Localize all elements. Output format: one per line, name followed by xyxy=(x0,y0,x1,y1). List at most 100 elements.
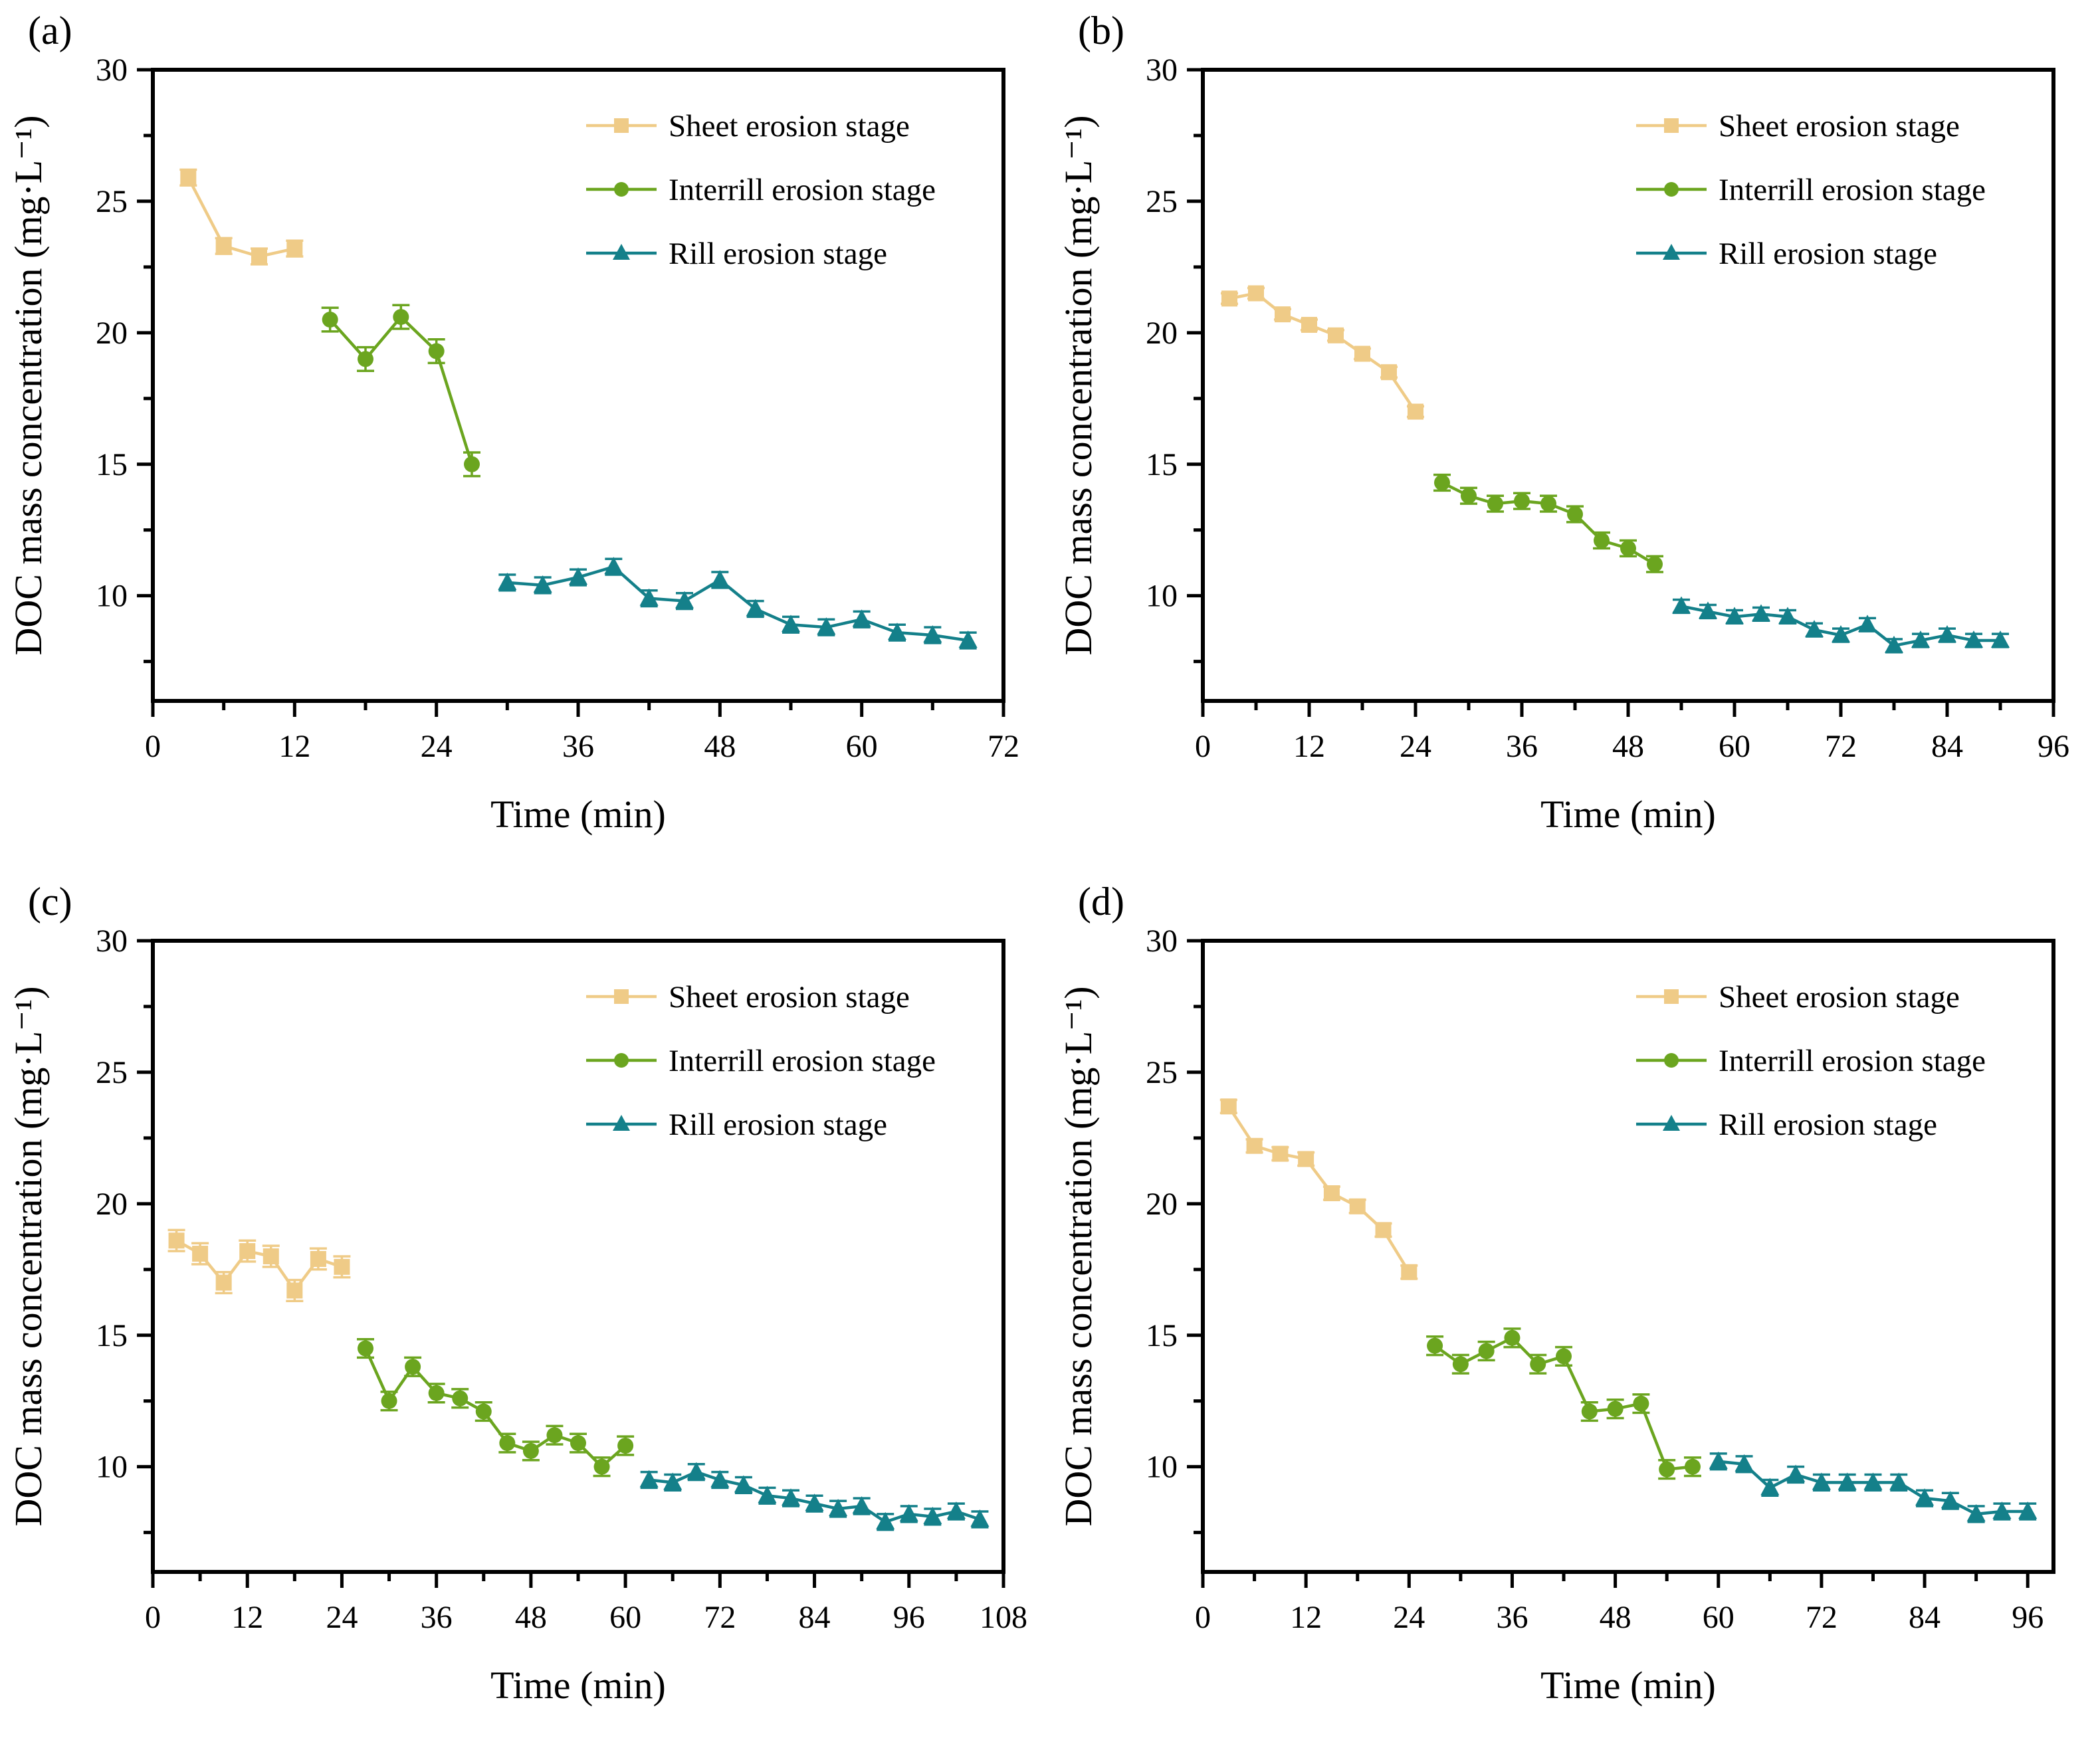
legend-circle-icon xyxy=(614,182,629,197)
x-axis-title: Time (min) xyxy=(490,793,666,836)
legend-square-icon xyxy=(1664,989,1679,1004)
y-tick-label: 20 xyxy=(1146,1187,1178,1222)
legend-a: Sheet erosion stage Interrill erosion sta… xyxy=(586,109,936,271)
y-tick-label: 20 xyxy=(96,1187,128,1222)
x-tick-label: 24 xyxy=(1393,1600,1425,1635)
y-tick-label: 15 xyxy=(1146,447,1178,482)
legend-square-icon xyxy=(614,989,629,1004)
triangle-markers xyxy=(1672,596,2010,653)
x-tick-label: 12 xyxy=(231,1600,263,1635)
series-rill-c xyxy=(639,1462,990,1531)
legend-label: Sheet erosion stage xyxy=(669,980,910,1015)
y-tick-label: 30 xyxy=(1146,923,1178,959)
panel-b-label: (b) xyxy=(1078,9,1124,52)
y-axis-title: DOC mass concentration (mg·L⁻¹) xyxy=(1057,986,1100,1526)
x-tick-label: 36 xyxy=(421,1600,453,1635)
series-line xyxy=(328,314,474,465)
x-tick-label: 24 xyxy=(1400,729,1431,764)
y-tick-label: 15 xyxy=(96,1318,128,1353)
series-line xyxy=(507,565,968,642)
axes-c: 0 12 24 36 48 60 72 84 96 108 10 15 20 25 30 Time (min)… xyxy=(7,923,1027,1707)
legend-square-icon xyxy=(1664,118,1679,133)
series-line xyxy=(1227,1106,1411,1273)
x-tick-label: 72 xyxy=(1806,1600,1838,1635)
legend-label: Sheet erosion stage xyxy=(1719,980,1960,1015)
axes-b: 0 12 24 36 48 60 72 84 96 10 15 20 25 30 Time (min) DOC… xyxy=(1057,52,2069,836)
x-tick-label: 36 xyxy=(1506,729,1538,764)
square-markers xyxy=(1221,285,1423,420)
legend-label: Interrill erosion stage xyxy=(1719,1044,1986,1078)
x-tick-label: 0 xyxy=(145,729,161,764)
series-interrill-d xyxy=(1426,1327,1701,1480)
y-tick-label: 25 xyxy=(1146,1055,1178,1090)
legend-d: Sheet erosion stage Interrill erosion sta… xyxy=(1636,980,1986,1142)
square-markers xyxy=(180,169,303,265)
chart-svg-c: 0 12 24 36 48 60 72 84 96 108 10 15 20 25 30 Time (min)… xyxy=(7,923,1027,1707)
series-line xyxy=(1229,292,1417,413)
error-bars xyxy=(321,304,480,478)
legend-b: Sheet erosion stage Interrill erosion sta… xyxy=(1636,109,1986,271)
legend-circle-icon xyxy=(614,1053,629,1068)
legend-circle-icon xyxy=(1664,1053,1679,1068)
legend-triangle-icon xyxy=(613,244,630,260)
y-tick-label: 20 xyxy=(1146,316,1178,351)
x-tick-label: 12 xyxy=(1293,729,1325,764)
legend-square-icon xyxy=(614,118,629,133)
y-axis-title: DOC mass concentration (mg·L⁻¹) xyxy=(7,115,50,655)
panel-a-label: (a) xyxy=(28,9,72,52)
panel-d: (d) 0 12 24 36 48 60 72 84 96 10 15 20 25 30 Time (min… xyxy=(1050,871,2100,1742)
panel-a: (a) 0 12 24 36 48 60 72 10 15 20 25 30 Time (min) DOC… xyxy=(0,0,1050,871)
error-bars xyxy=(1219,1098,1418,1280)
x-tick-label: 36 xyxy=(1496,1600,1528,1635)
panel-b: (b) 0 12 24 36 48 60 72 84 96 10 15 20 25 30 Time (min… xyxy=(1050,0,2100,871)
y-tick-label: 10 xyxy=(1146,1450,1178,1485)
circle-markers xyxy=(322,309,480,472)
legend-label: Rill erosion stage xyxy=(1719,237,1937,271)
legend-label: Interrill erosion stage xyxy=(669,173,936,207)
x-tick-label: 96 xyxy=(2038,729,2069,764)
legend-triangle-icon xyxy=(613,1115,630,1131)
circle-markers xyxy=(1434,474,1663,573)
series-interrill-b xyxy=(1433,473,1663,573)
legend-label: Sheet erosion stage xyxy=(669,109,910,144)
y-tick-label: 25 xyxy=(96,184,128,219)
legend-label: Interrill erosion stage xyxy=(669,1044,936,1078)
y-tick-label: 30 xyxy=(96,923,128,959)
series-rill-d xyxy=(1709,1451,2038,1523)
y-tick-label: 25 xyxy=(96,1055,128,1090)
x-tick-label: 48 xyxy=(1612,729,1644,764)
x-tick-label: 48 xyxy=(515,1600,547,1635)
y-axis-title: DOC mass concentration (mg·L⁻¹) xyxy=(7,986,50,1526)
x-tick-label: 108 xyxy=(980,1600,1027,1635)
legend-label: Interrill erosion stage xyxy=(1719,173,1986,207)
y-tick-label: 15 xyxy=(1146,1318,1178,1353)
series-sheet-a xyxy=(179,168,304,266)
x-tick-label: 84 xyxy=(1931,729,1963,764)
x-tick-label: 84 xyxy=(799,1600,831,1635)
x-tick-label: 24 xyxy=(421,729,453,764)
triangle-markers xyxy=(639,1462,990,1529)
circle-markers xyxy=(1427,1329,1701,1478)
legend-label: Rill erosion stage xyxy=(669,237,887,271)
x-tick-label: 72 xyxy=(988,729,1019,764)
panel-c: (c) 0 12 24 36 48 60 72 84 96 108 10 15 20 25 30 Time (… xyxy=(0,871,1050,1742)
series-interrill-c xyxy=(357,1337,635,1478)
y-tick-label: 10 xyxy=(96,579,128,614)
series-sheet-d xyxy=(1219,1098,1418,1280)
x-axis-title: Time (min) xyxy=(490,1664,666,1707)
x-axis-title: Time (min) xyxy=(1540,1664,1716,1707)
x-tick-label: 36 xyxy=(562,729,594,764)
legend-triangle-icon xyxy=(1663,1115,1680,1131)
x-tick-label: 12 xyxy=(278,729,310,764)
x-tick-label: 60 xyxy=(1703,1600,1734,1635)
error-bars xyxy=(1221,286,1424,419)
x-tick-label: 60 xyxy=(846,729,878,764)
x-axis-title: Time (min) xyxy=(1540,793,1716,836)
error-bars xyxy=(498,557,977,650)
y-tick-label: 30 xyxy=(96,52,128,88)
y-tick-label: 15 xyxy=(96,447,128,482)
series-interrill-a xyxy=(321,304,480,478)
axes-a: 0 12 24 36 48 60 72 10 15 20 25 30 Time (min) DOC mas… xyxy=(7,52,1019,836)
chart-svg-a: 0 12 24 36 48 60 72 10 15 20 25 30 Time (min) DOC mas… xyxy=(7,52,1019,836)
